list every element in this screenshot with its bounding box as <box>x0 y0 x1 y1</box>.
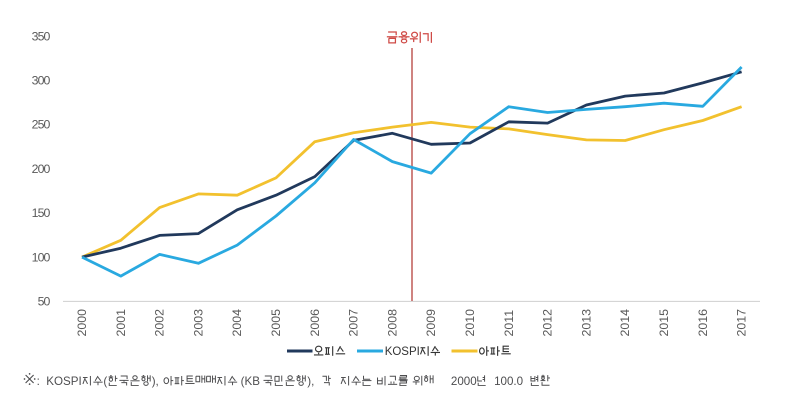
svg-text:2010: 2010 <box>463 309 477 337</box>
svg-text:200: 200 <box>32 162 51 176</box>
svg-text:350: 350 <box>32 29 51 43</box>
svg-text:2014: 2014 <box>618 309 632 337</box>
svg-text:(KB: (KB <box>241 375 261 388</box>
svg-text:2001: 2001 <box>114 309 128 337</box>
svg-text:2002: 2002 <box>153 309 167 337</box>
svg-text:50: 50 <box>38 295 51 309</box>
svg-text:2013: 2013 <box>579 309 593 337</box>
svg-text:2005: 2005 <box>269 309 283 337</box>
svg-text:2006: 2006 <box>308 309 322 337</box>
svg-text:(: ( <box>103 375 107 388</box>
svg-text::: : <box>37 375 40 388</box>
svg-text:),: ), <box>307 375 314 388</box>
svg-text:100.0: 100.0 <box>494 375 523 388</box>
svg-text:150: 150 <box>32 206 51 220</box>
svg-text:2007: 2007 <box>347 309 361 337</box>
svg-text:2003: 2003 <box>191 309 205 337</box>
svg-text:2016: 2016 <box>696 309 710 337</box>
svg-text:2012: 2012 <box>541 309 555 337</box>
svg-text:2000: 2000 <box>451 375 477 388</box>
svg-text:2008: 2008 <box>385 309 399 337</box>
svg-text:2015: 2015 <box>657 309 671 337</box>
svg-text:100: 100 <box>32 250 51 264</box>
svg-text:300: 300 <box>32 74 51 88</box>
svg-text:),: ), <box>152 375 159 388</box>
svg-text:KOSPI: KOSPI <box>46 375 81 388</box>
svg-text:2000: 2000 <box>75 309 89 337</box>
svg-text:250: 250 <box>32 118 51 132</box>
svg-text:2011: 2011 <box>502 310 516 337</box>
svg-text:2009: 2009 <box>424 309 438 337</box>
svg-text:2004: 2004 <box>230 309 244 337</box>
svg-text:2017: 2017 <box>735 309 749 337</box>
svg-text:KOSPI: KOSPI <box>385 346 420 358</box>
